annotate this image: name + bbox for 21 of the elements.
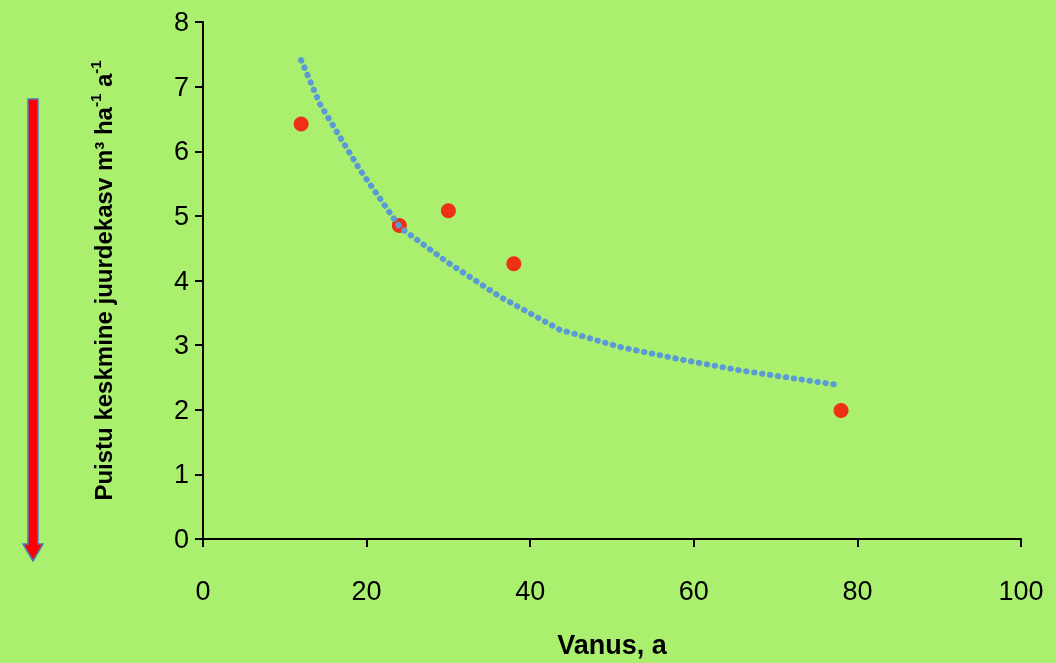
point xyxy=(506,256,522,272)
y-tick-label: 1 xyxy=(173,459,189,490)
y-tick-label: 8 xyxy=(173,7,189,37)
x-tick-label: 60 xyxy=(678,575,709,606)
y-axis-title: Puistu keskmine juurdekasv m³ ha-1 a-1 xyxy=(87,60,117,501)
y-tick-label: 7 xyxy=(173,71,189,102)
x-tick-label: 20 xyxy=(351,575,382,606)
point xyxy=(440,203,456,219)
y-tick-label: 6 xyxy=(173,136,189,167)
y-tick-label: 0 xyxy=(173,524,189,554)
y-tick-label: 5 xyxy=(173,200,189,231)
x-tick-label: 100 xyxy=(998,575,1044,606)
point xyxy=(293,116,309,132)
y-tick-label: 4 xyxy=(173,265,189,296)
y-tick-label: 3 xyxy=(173,330,189,361)
x-tick-label: 0 xyxy=(195,575,211,606)
y-tick-label: 2 xyxy=(173,394,189,425)
point xyxy=(833,402,849,418)
x-axis-title: Vanus, a xyxy=(557,629,668,660)
x-tick-label: 80 xyxy=(842,575,873,606)
x-tick-label: 40 xyxy=(515,575,546,606)
